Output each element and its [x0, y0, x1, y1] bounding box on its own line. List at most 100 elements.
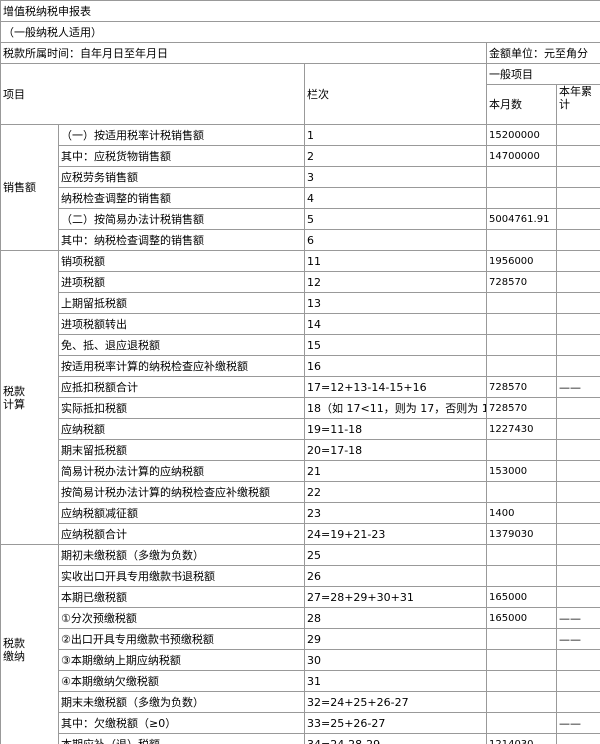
form-subtitle: （一般纳税人适用） — [0, 21, 600, 43]
form-row: 纳税检查调整的销售额 4 — [1, 187, 600, 209]
period: 税款所属时间：自年月日至年月日 — [0, 42, 487, 64]
month-amount: 153000 — [486, 460, 557, 482]
month-amount — [486, 691, 557, 713]
month-amount: 165000 — [486, 586, 557, 608]
ytd-amount — [555, 544, 600, 566]
month-header: 本月数 — [486, 84, 557, 125]
form-row: 应纳税额 19=11-18 1227430 — [1, 418, 600, 440]
form-row: 免、抵、退应退税额 15 — [1, 334, 600, 356]
form-row: 应纳税额减征额 23 1400 — [1, 502, 600, 524]
month-amount — [486, 544, 557, 566]
line-number: 19=11-18 — [304, 418, 487, 440]
month-amount: 728570 — [486, 397, 557, 419]
line-number: 14 — [304, 313, 487, 335]
form-row: 按适用税率计算的纳税检查应补缴税额 16 — [1, 355, 600, 377]
line-number: 12 — [304, 271, 487, 293]
ytd-amount — [555, 334, 600, 356]
form-title: 增值税纳税申报表 — [0, 0, 600, 22]
ytd-amount — [555, 250, 600, 272]
item: 进项税额 — [58, 271, 305, 293]
line-number: 6 — [304, 229, 487, 251]
month-amount: 1227430 — [486, 418, 557, 440]
period-row: 税款所属时间：自年月日至年月日 金额单位：元至角分 — [0, 42, 600, 64]
line-number: 5 — [304, 208, 487, 230]
form-row: 进项税额 12 728570 — [1, 271, 600, 293]
header-row: 项目 栏次 一般项目 — [0, 63, 600, 125]
general-header: 一般项目 — [485, 63, 600, 85]
line-number: 25 — [304, 544, 487, 566]
line-number: 21 — [304, 460, 487, 482]
month-amount — [486, 292, 557, 314]
ytd-amount — [555, 586, 600, 608]
form-row: 税款 缴纳 期初未缴税额（多缴为负数） 25 — [0, 544, 600, 744]
form-row: 应纳税额合计 24=19+21-23 1379030 — [1, 523, 600, 545]
item: 实收出口开具专用缴款书退税额 — [58, 565, 305, 587]
title-row: 增值税纳税申报表 — [0, 0, 600, 22]
ytd-amount — [555, 691, 600, 713]
section-label-line: 销售额 — [3, 181, 36, 194]
ytd-amount — [555, 502, 600, 524]
form-row: ②出口开具专用缴款书预缴税额 29 —— — [1, 628, 600, 650]
ytd-amount — [555, 460, 600, 482]
ytd-amount — [555, 145, 600, 167]
ytd-amount: —— — [555, 733, 600, 744]
month-amount — [486, 628, 557, 650]
item: 简易计税办法计算的应纳税额 — [58, 460, 305, 482]
item: 按适用税率计算的纳税检查应补缴税额 — [58, 355, 305, 377]
line-number: 34=24-28-29 — [304, 733, 487, 744]
item: 上期留抵税额 — [58, 292, 305, 314]
ytd-amount: —— — [555, 376, 600, 398]
line-number: 11 — [304, 250, 487, 272]
form-row: 应税劳务销售额 3 — [1, 166, 600, 188]
ytd-amount — [555, 565, 600, 587]
form-row: 进项税额转出 14 — [1, 313, 600, 335]
section-label: 销售额 — [0, 124, 59, 251]
month-amount — [486, 229, 557, 251]
item: ②出口开具专用缴款书预缴税额 — [58, 628, 305, 650]
line-number: 28 — [304, 607, 487, 629]
ytd-amount — [555, 523, 600, 545]
section-label-line: 缴纳 — [3, 649, 25, 663]
item: 免、抵、退应退税额 — [58, 334, 305, 356]
month-amount — [486, 481, 557, 503]
line-number: 32=24+25+26-27 — [304, 691, 487, 713]
section-label: 税款 缴纳 — [0, 544, 59, 744]
month-amount — [486, 670, 557, 692]
line-number: 13 — [304, 292, 487, 314]
line-number: 17=12+13-14-15+16 — [304, 376, 487, 398]
item: 其中：纳税检查调整的销售额 — [58, 229, 305, 251]
ytd-amount — [555, 271, 600, 293]
line-number: 26 — [304, 565, 487, 587]
ytd-amount: —— — [555, 628, 600, 650]
ytd-amount — [555, 670, 600, 692]
form-row: 销售额 （一）按适用税率计税销售额 1 15200000 — [0, 124, 600, 251]
item: ①分次预缴税额 — [58, 607, 305, 629]
item: （一）按适用税率计税销售额 — [58, 124, 305, 146]
form-row: 上期留抵税额 13 — [1, 292, 600, 314]
ytd-amount: —— — [555, 712, 600, 734]
month-amount — [486, 166, 557, 188]
ytd-amount: —— — [555, 607, 600, 629]
section-label-line: 计算 — [3, 397, 25, 411]
ytd-amount — [555, 187, 600, 209]
section-label-line: 税款 — [3, 384, 25, 398]
line-number: 4 — [304, 187, 487, 209]
form-row: （二）按简易办法计税销售额 5 5004761.91 — [1, 208, 600, 230]
section-label-line: 税款 — [3, 636, 25, 650]
section-label: 税款 计算 — [0, 250, 59, 545]
line-number: 30 — [304, 649, 487, 671]
ytd-header: 本年累计 — [555, 84, 600, 125]
form-row: ①分次预缴税额 28 165000 —— — [1, 607, 600, 629]
month-amount: 728570 — [486, 271, 557, 293]
line-number: 18（如 17<11，则为 17，否则为 11） — [304, 397, 487, 419]
item: 应纳税额减征额 — [58, 502, 305, 524]
form-row: 其中：纳税检查调整的销售额 6 — [1, 229, 600, 251]
ytd-amount — [555, 418, 600, 440]
ytd-amount — [555, 229, 600, 251]
item: 进项税额转出 — [58, 313, 305, 335]
item: 应纳税额 — [58, 418, 305, 440]
form-row: 本期应补（退）税额 34=24-28-29 1214030 —— — [1, 733, 600, 744]
